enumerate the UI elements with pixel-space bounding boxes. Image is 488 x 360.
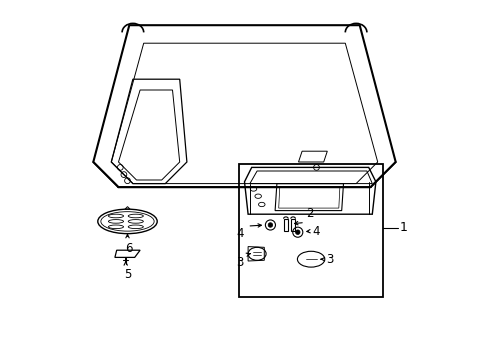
Text: 6: 6 (124, 242, 132, 255)
Text: 3: 3 (236, 256, 243, 269)
Text: 1: 1 (399, 221, 407, 234)
Text: 2: 2 (306, 207, 313, 220)
Circle shape (267, 223, 272, 227)
Text: 5: 5 (123, 268, 131, 281)
Circle shape (295, 230, 300, 234)
Text: 3: 3 (325, 253, 332, 266)
Bar (283, 219, 287, 231)
Bar (239, 164, 382, 297)
Text: 4: 4 (311, 225, 319, 238)
Text: 4: 4 (235, 227, 243, 240)
Bar (290, 219, 295, 231)
